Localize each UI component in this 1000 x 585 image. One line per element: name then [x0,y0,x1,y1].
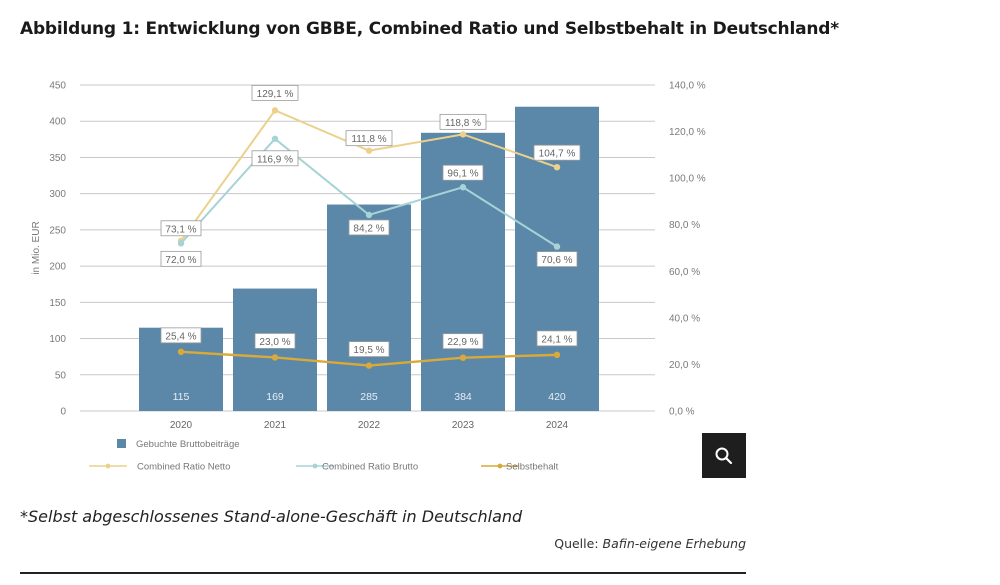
data-label: 25,4 % [165,331,196,342]
bar-value-label: 169 [266,391,284,403]
data-label-box [348,219,390,236]
combined-ratio-netto-point [271,107,279,114]
data-label-box [254,333,296,349]
data-label: 70,6 % [541,255,572,266]
y-tick-label: 400 [49,117,66,128]
data-label: 19,5 % [353,345,384,356]
x-tick-label: 2024 [546,420,569,431]
data-label-box [442,164,484,181]
data-label: 116,9 % [257,154,293,165]
bar-value-label: 285 [360,391,378,403]
data-label: 104,7 % [539,149,576,160]
left-axis-ticks: 0 50 100 150 200 250 300 350 400 450 [49,81,66,418]
combined-ratio-brutto-point [459,184,467,191]
y2-tick-label: 20,0 % [669,360,700,371]
data-label-box [442,333,484,350]
x-tick-label: 2023 [452,420,475,431]
footnote: *Selbst abgeschlossenes Stand-alone-Gesc… [20,507,523,526]
legend-label: Combined Ratio Netto [137,462,230,473]
line-value-labels: 73,1 % 129,1 % 111,8 % 118,8 % 104,7 % 72,0 %… [160,84,581,357]
legend-marker-combined-ratio-netto [105,463,111,469]
combined-ratio-brutto-point [365,211,373,219]
data-label: 96,1 % [447,169,478,180]
selbstbehalt-point [177,348,185,356]
y-tick-label: 450 [49,81,66,92]
divider [20,572,746,574]
y2-tick-label: 60,0 % [669,267,700,278]
chart: 0 50 100 150 200 250 300 350 400 450 0,0 % 20,0 % 4… [31,81,706,473]
legend-label: Selbstbehalt [506,462,559,473]
data-label-box [160,327,202,344]
y-tick-label: 100 [49,334,66,345]
search-icon [715,447,733,464]
y2-tick-label: 0,0 % [669,407,695,418]
bar [327,204,411,411]
legend-marker-combined-ratio-brutto [312,463,318,469]
source-note: Quelle: Bafin-eigene Erhebung [554,536,746,551]
combined-ratio-netto-point [553,163,561,171]
data-label: 22,9 % [447,337,478,348]
combined-ratio-brutto-point [553,243,561,250]
y-tick-label: 250 [49,225,66,236]
source-label: Quelle: [554,536,603,551]
y2-tick-label: 100,0 % [669,174,706,185]
x-tick-label: 2022 [358,420,381,431]
y-tick-label: 350 [49,153,66,164]
data-label: 24,1 % [541,334,572,345]
source-value: Bafin-eigene Erhebung [602,536,746,551]
y-axis-label: in Mio. EUR [31,221,42,274]
data-label-box [160,220,202,237]
data-label: 111,8 % [351,134,386,145]
data-label-box [439,113,487,130]
y2-tick-label: 80,0 % [669,220,700,231]
bar-value-labels: 115 169 285 384 420 [173,391,566,403]
legend-label: Combined Ratio Brutto [322,462,418,473]
y-tick-label: 50 [55,370,67,381]
bar-value-label: 420 [548,391,566,403]
selbstbehalt-point [459,354,467,361]
legend-marker-selbstbehalt [497,463,503,469]
y2-tick-label: 140,0 % [669,81,706,92]
data-label-box [345,130,393,147]
combined-ratio-brutto-point [271,135,279,142]
bar-value-label: 115 [173,391,190,403]
bar [233,288,317,411]
y-tick-label: 200 [49,262,66,273]
data-label-box [251,150,299,167]
selbstbehalt-point [271,354,279,361]
right-axis-ticks: 0,0 % 20,0 % 40,0 % 60,0 % 80,0 % 100,0 % 120,… [669,81,706,418]
legend: Gebuchte Bruttobeiträge Combined Ratio Ne… [89,439,559,473]
data-label-box [251,84,299,101]
figure-title: Abbildung 1: Entwicklung von GBBE, Combi… [20,19,839,39]
data-label-box [348,341,390,357]
data-label: 129,1 % [257,89,294,100]
y2-tick-label: 120,0 % [669,127,706,138]
combined-ratio-netto-point [459,131,467,138]
x-tick-label: 2020 [170,420,193,431]
data-label: 72,0 % [165,255,196,266]
bar-value-label: 384 [454,391,472,403]
combined-ratio-netto-point [365,147,373,154]
data-label: 84,2 % [353,223,384,234]
y-tick-label: 300 [49,189,66,200]
data-label-box [536,330,578,347]
x-axis-ticks: 2020 2021 2022 2023 2024 [170,420,569,431]
data-label: 23,0 % [259,337,290,348]
data-label-box [160,250,202,267]
data-label-box [533,144,581,161]
y-tick-label: 150 [49,298,66,309]
x-tick-label: 2021 [264,420,287,431]
selbstbehalt-point [365,362,373,369]
legend-swatch-bruttobeitraege [117,439,126,448]
lines [177,107,561,369]
legend-label: Gebuchte Bruttobeiträge [136,439,240,450]
y-tick-label: 0 [60,407,66,418]
data-label: 118,8 % [445,118,481,129]
selbstbehalt-point [553,351,561,359]
y2-tick-label: 40,0 % [669,313,700,324]
combined-ratio-brutto-point [177,240,185,247]
data-label-box [536,251,578,268]
zoom-search-button[interactable] [702,433,746,478]
data-label: 73,1 % [165,224,196,235]
